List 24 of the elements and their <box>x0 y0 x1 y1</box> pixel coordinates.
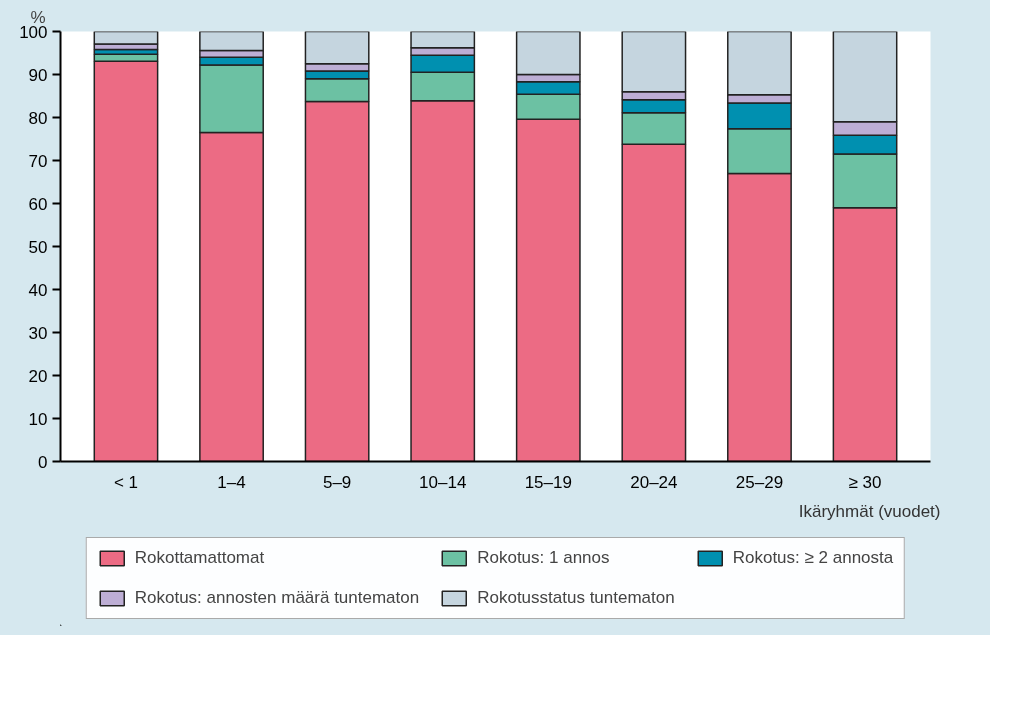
y-tick-label: 50 <box>28 237 48 257</box>
y-tick-label: 20 <box>28 366 48 386</box>
x-tick-label: 10–14 <box>419 472 467 492</box>
legend-label: Rokottamattomat <box>134 547 265 568</box>
y-tick-label: 70 <box>28 151 48 171</box>
y-tick-label: 10 <box>28 409 48 429</box>
legend-label: Rokotus: 1 annos <box>477 547 610 568</box>
x-tick-label: 20–24 <box>630 472 678 492</box>
x-tick-label: 5–9 <box>322 472 352 492</box>
x-tick-label: ≥ 30 <box>848 472 882 492</box>
y-tick-label: 30 <box>28 323 48 343</box>
x-tick-label: 15–19 <box>524 472 572 492</box>
x-tick-label: 25–29 <box>735 472 784 492</box>
y-tick-label: 90 <box>28 65 48 85</box>
y-tick-label: 0 <box>38 452 48 472</box>
x-tick-label: < 1 <box>113 472 139 492</box>
legend-label: Rokotus: annosten määrä tuntematon <box>134 587 420 608</box>
y-tick-label: 40 <box>28 280 48 300</box>
y-tick-label: 80 <box>28 108 48 128</box>
legend-label: Rokotusstatus tuntematon <box>477 587 675 608</box>
x-tick-label: 1–4 <box>217 472 246 492</box>
x-axis-title: Ikäryhmät (vuodet) <box>798 501 941 521</box>
legend-label: Rokotus: ≥ 2 annosta <box>732 547 894 568</box>
y-tick-label: 60 <box>28 194 48 214</box>
